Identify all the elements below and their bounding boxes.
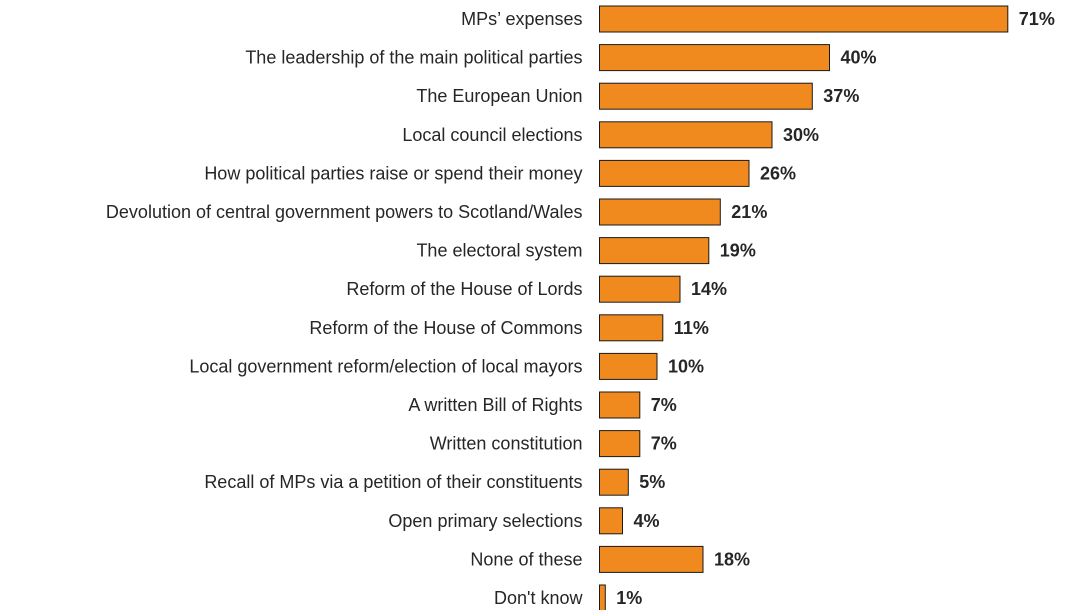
category-label: Written constitution xyxy=(430,434,583,454)
value-label: 71% xyxy=(1019,9,1055,29)
value-label: 14% xyxy=(691,279,727,299)
category-label: Devolution of central government powers … xyxy=(106,202,583,222)
category-label: Don't know xyxy=(494,588,583,608)
category-label: Open primary selections xyxy=(388,511,582,531)
value-label: 7% xyxy=(651,395,677,415)
value-label: 4% xyxy=(634,511,660,531)
category-labels: MPs’ expenses The leadership of the main … xyxy=(106,9,584,608)
value-label: 21% xyxy=(731,202,767,222)
bar xyxy=(599,275,681,303)
bar xyxy=(599,507,623,535)
bar xyxy=(599,430,641,458)
category-label: Local government reform/election of loca… xyxy=(189,356,582,376)
category-label: A written Bill of Rights xyxy=(408,395,582,415)
bar xyxy=(599,82,813,110)
bars-group xyxy=(599,5,1009,610)
value-label: 26% xyxy=(760,163,796,183)
bar xyxy=(599,468,629,496)
value-label: 7% xyxy=(651,434,677,454)
bar xyxy=(599,584,606,610)
value-label: 11% xyxy=(674,318,709,338)
value-label: 10% xyxy=(668,356,704,376)
bar xyxy=(599,314,664,342)
bar xyxy=(599,5,1009,33)
bar xyxy=(599,159,750,187)
value-label: 19% xyxy=(720,241,756,261)
category-label: Reform of the House of Commons xyxy=(309,318,582,338)
value-label: 5% xyxy=(639,472,665,492)
bar xyxy=(599,352,658,380)
bar xyxy=(599,545,704,573)
value-label: 40% xyxy=(841,48,877,68)
category-label: MPs’ expenses xyxy=(461,9,582,29)
category-label: Reform of the House of Lords xyxy=(346,279,582,299)
value-label: 30% xyxy=(783,125,819,145)
value-label: 37% xyxy=(823,86,859,106)
value-label: 18% xyxy=(714,549,750,569)
bar xyxy=(599,391,641,419)
value-label: 1% xyxy=(616,588,642,608)
bar xyxy=(599,44,830,72)
category-label: None of these xyxy=(470,549,582,569)
bar xyxy=(599,237,710,265)
value-labels: 71% 40% 37%30% 26% 21% 19% 14% 11% 10% 7% 7% 5% 4% 18… xyxy=(616,9,1055,608)
category-label: The electoral system xyxy=(416,241,582,261)
category-label: How political parties raise or spend the… xyxy=(204,163,582,183)
category-label: The leadership of the main political par… xyxy=(245,48,582,68)
category-label: The European Union xyxy=(416,86,582,106)
bar xyxy=(599,121,773,149)
category-label: Local council elections xyxy=(402,125,582,145)
bar xyxy=(599,198,721,226)
category-label: Recall of MPs via a petition of their co… xyxy=(204,472,582,492)
